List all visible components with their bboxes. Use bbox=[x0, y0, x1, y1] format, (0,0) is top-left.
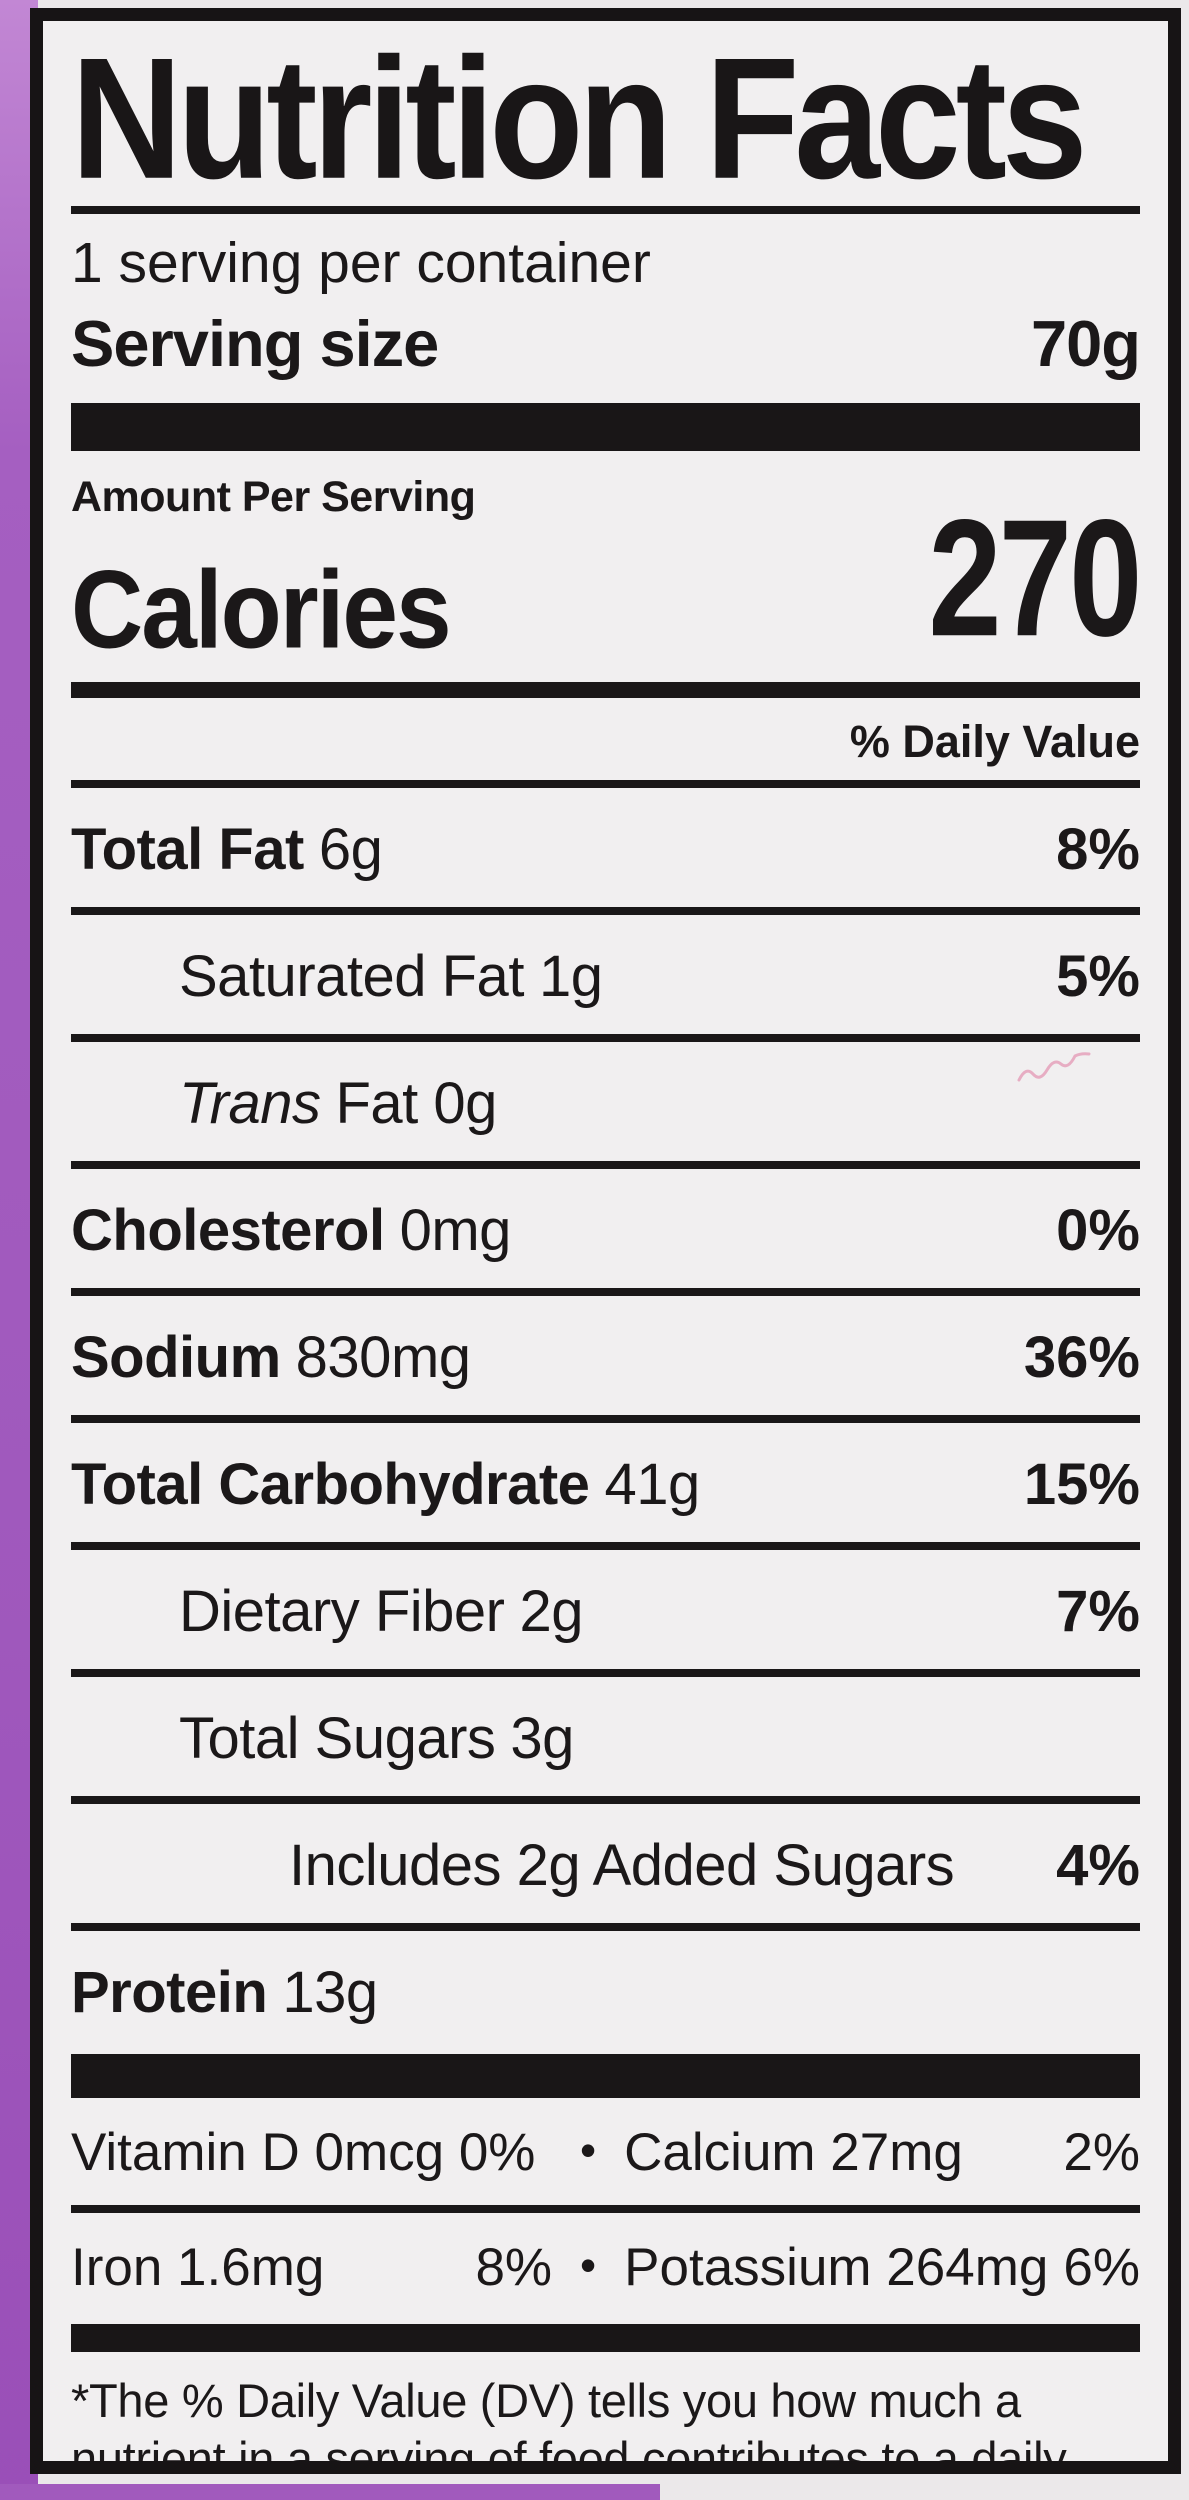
thick-separator-middle bbox=[71, 2054, 1140, 2099]
nutrient-dv: 4% bbox=[1056, 1833, 1140, 1899]
nutrient-row-saturated-fat: Saturated Fat 1g 5% bbox=[71, 915, 1140, 1034]
amount-per-serving: Amount Per Serving bbox=[71, 473, 476, 522]
calories-value: 270 bbox=[928, 484, 1143, 671]
nutrient-amount: 830mg bbox=[295, 1325, 471, 1391]
nutrient-name: Trans bbox=[179, 1071, 321, 1137]
row-divider bbox=[71, 1288, 1140, 1297]
micro-left-dv: 8% bbox=[475, 2238, 553, 2298]
nutrient-amount: 3g bbox=[510, 1706, 574, 1772]
row-divider bbox=[71, 1669, 1140, 1678]
rule-under-dv-header bbox=[71, 780, 1140, 789]
nutrient-amount: 0mg bbox=[399, 1198, 512, 1264]
serving-size-row: Serving size 70g bbox=[71, 300, 1141, 403]
nutrient-row-sodium: Sodium 830mg 36% bbox=[71, 1296, 1140, 1415]
nutrient-name: Protein bbox=[71, 1960, 268, 2026]
row-divider bbox=[71, 1034, 1140, 1043]
nutrient-amount: 41g bbox=[604, 1452, 700, 1518]
nutrient-name: Total Fat bbox=[71, 817, 304, 883]
nutrient-row-added-sugars: Includes 2g Added Sugars 4% bbox=[71, 1804, 1140, 1923]
nutrient-name: Saturated Fat bbox=[179, 944, 524, 1010]
micro-right-dv: 2% bbox=[1063, 2123, 1140, 2183]
micro-right-text: Potassium 264mg bbox=[624, 2238, 1049, 2298]
nutrient-dv: 0% bbox=[1056, 1198, 1140, 1264]
nutrient-row-trans-fat: Trans Fat 0g bbox=[71, 1042, 1140, 1161]
micro-left-text: Iron 1.6mg bbox=[71, 2238, 325, 2298]
micro-right-dv: 6% bbox=[1063, 2238, 1140, 2298]
nutrient-amount: Fat 0g bbox=[335, 1071, 497, 1137]
nutrient-amount: 13g bbox=[282, 1960, 378, 2026]
nutrition-facts-label: Nutrition Facts 1 serving per container … bbox=[30, 8, 1181, 2474]
nutrient-dv: 15% bbox=[1023, 1452, 1140, 1518]
calories-label: Calories bbox=[71, 548, 452, 672]
nutrient-row-total-sugars: Total Sugars 3g bbox=[71, 1677, 1140, 1796]
row-divider bbox=[71, 2205, 1140, 2214]
serving-size-label: Serving size bbox=[71, 307, 439, 381]
row-divider bbox=[71, 1923, 1140, 1932]
micro-right-text: Calcium 27mg bbox=[624, 2123, 963, 2183]
nutrient-name: Includes 2g Added Sugars bbox=[289, 1833, 955, 1899]
bullet-separator: • bbox=[580, 2124, 597, 2177]
label-title: Nutrition Facts bbox=[71, 22, 1088, 215]
nutrient-dv: 8% bbox=[1056, 817, 1140, 883]
pink-print-artifact-squiggle bbox=[1017, 1052, 1091, 1082]
nutrient-row-dietary-fiber: Dietary Fiber 2g 7% bbox=[71, 1550, 1140, 1669]
rule-under-title bbox=[71, 206, 1140, 215]
row-divider bbox=[71, 907, 1140, 916]
nutrient-dv: 7% bbox=[1056, 1579, 1140, 1645]
calories-row: Calories 270 bbox=[71, 485, 1143, 674]
nutrient-row-total-carbohydrate: Total Carbohydrate 41g 15% bbox=[71, 1423, 1140, 1542]
row-divider bbox=[71, 1415, 1140, 1424]
nutrient-row-total-fat: Total Fat 6g 8% bbox=[71, 788, 1140, 907]
nutrient-row-cholesterol: Cholesterol 0mg 0% bbox=[71, 1169, 1140, 1288]
micro-left-text: Vitamin D 0mcg 0% bbox=[71, 2123, 536, 2183]
nutrient-amount: 2g bbox=[519, 1579, 583, 1645]
micronutrient-row-1: Vitamin D 0mcg 0% • Calcium 27mg 2% bbox=[71, 2098, 1140, 2205]
nutrient-amount: 1g bbox=[538, 944, 603, 1010]
serving-size-value: 70g bbox=[1030, 307, 1141, 381]
daily-value-footnote: *The % Daily Value (DV) tells you how mu… bbox=[71, 2374, 1067, 2474]
nutrient-name: Cholesterol bbox=[71, 1198, 385, 1264]
daily-value-header: % Daily Value bbox=[849, 716, 1140, 768]
servings-per-container: 1 serving per container bbox=[71, 231, 651, 296]
rule-under-calories bbox=[71, 682, 1140, 699]
row-divider bbox=[71, 1796, 1140, 1805]
nutrient-dv: 36% bbox=[1023, 1325, 1140, 1391]
nutrient-amount: 6g bbox=[318, 817, 383, 883]
nutrient-name: Total Sugars bbox=[179, 1706, 496, 1772]
bullet-separator: • bbox=[580, 2239, 597, 2292]
nutrient-dv: 5% bbox=[1056, 944, 1140, 1010]
nutrient-name: Total Carbohydrate bbox=[71, 1452, 590, 1518]
row-divider bbox=[71, 1542, 1140, 1551]
nutrient-name: Sodium bbox=[71, 1325, 281, 1391]
nutrient-row-protein: Protein 13g bbox=[71, 1931, 1140, 2050]
micronutrient-row-2: Iron 1.6mg 8% • Potassium 264mg 6% bbox=[71, 2213, 1140, 2320]
thick-separator-bottom bbox=[71, 2324, 1140, 2353]
thick-separator-top bbox=[71, 403, 1140, 452]
row-divider bbox=[71, 1161, 1140, 1170]
nutrient-name: Dietary Fiber bbox=[179, 1579, 505, 1645]
package-purple-bottom-edge bbox=[0, 2484, 660, 2500]
